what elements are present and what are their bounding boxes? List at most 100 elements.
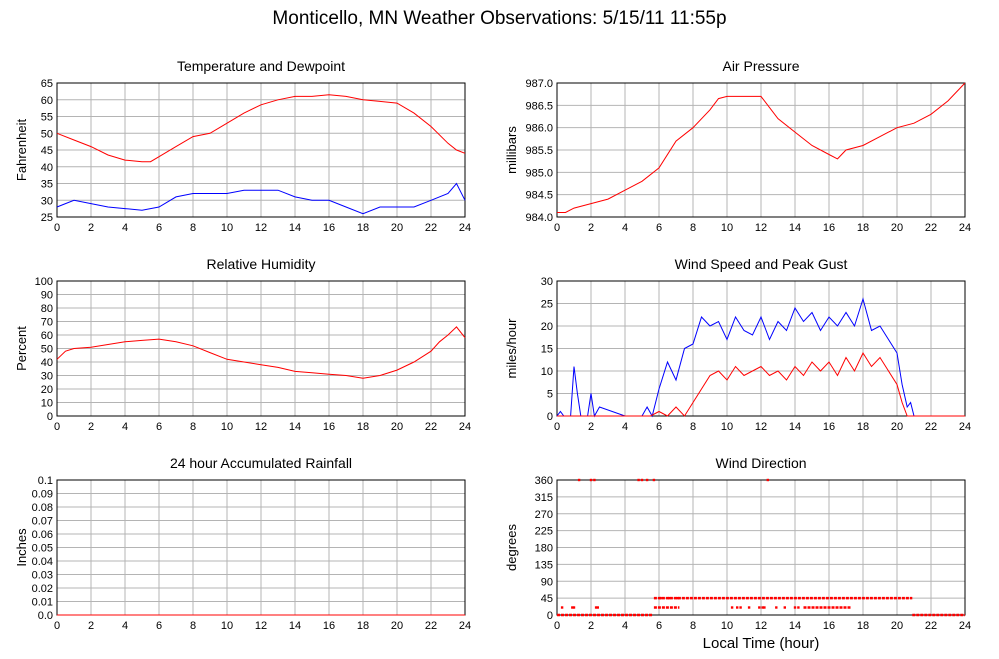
x-tick-label: 4 [622, 620, 628, 632]
y-tick-label: 0 [547, 411, 553, 423]
y-tick-label: 0.02 [32, 583, 53, 595]
chart-temp: 0 2 4 6 8 10 12 14 16 18 20 22 24253035404550556065T… [14, 58, 471, 234]
x-tick-label: 14 [789, 222, 801, 234]
plot-frame [56, 280, 466, 417]
x-axis-label: Local Time (hour) [702, 635, 820, 652]
chart-winddir: 0 2 4 6 8 10 12 14 16 18 20 22 240459013518022527031… [504, 455, 971, 632]
x-tick-label: 14 [289, 222, 301, 234]
series-point [758, 606, 761, 609]
y-tick-label: 986.0 [525, 123, 553, 135]
y-tick-label: 45 [41, 145, 53, 157]
x-tick-label: 20 [391, 222, 403, 234]
x-tick-label: 10 [221, 620, 233, 632]
x-tick-label: 6 [656, 222, 662, 234]
x-tick-label: 18 [357, 222, 369, 234]
y-tick-label: 30 [41, 371, 53, 383]
x-tick-label: 4 [122, 620, 128, 632]
series-line [56, 326, 466, 379]
plot-frame [56, 82, 466, 218]
series-point [560, 606, 564, 609]
x-tick-label: 22 [925, 222, 937, 234]
x-tick-label: 18 [357, 620, 369, 632]
x-tick-label: 2 [588, 620, 594, 632]
series-point [736, 606, 739, 609]
x-tick-label: 20 [391, 421, 403, 433]
y-tick-label: 986.5 [525, 100, 553, 112]
x-tick-label: 0 [554, 421, 560, 433]
x-tick-label: 6 [656, 620, 662, 632]
series-line [557, 82, 966, 213]
x-tick-label: 16 [323, 620, 335, 632]
x-tick-label: 22 [425, 620, 437, 632]
x-tick-label: 10 [721, 222, 733, 234]
x-tick-label: 24 [459, 421, 471, 433]
x-tick-label: 0 [54, 620, 60, 632]
x-tick-label: 4 [622, 421, 628, 433]
y-tick-label: 985.0 [525, 167, 553, 179]
x-tick-label: 16 [823, 222, 835, 234]
x-tick-label: 24 [959, 421, 971, 433]
x-tick-label: 16 [323, 421, 335, 433]
y-tick-label: 60 [41, 95, 53, 107]
x-tick-label: 12 [755, 222, 767, 234]
y-tick-label: 0.03 [32, 570, 53, 582]
series-point [763, 606, 766, 609]
x-tick-label: 6 [156, 222, 162, 234]
x-tick-label: 14 [789, 421, 801, 433]
x-tick-label: 12 [755, 620, 767, 632]
plot-frame [556, 82, 966, 218]
x-tick-label: 8 [690, 421, 696, 433]
y-axis-label: degrees [504, 524, 519, 571]
series-point [797, 606, 800, 609]
series-point [589, 478, 593, 482]
x-tick-label: 4 [622, 222, 628, 234]
series-line [56, 182, 466, 215]
y-tick-label: 985.5 [525, 145, 553, 157]
chart-title: Temperature and Dewpoint [177, 58, 345, 74]
y-axis-label: Fahrenheit [14, 119, 29, 182]
x-tick-label: 0 [554, 620, 560, 632]
y-tick-label: 315 [535, 492, 553, 504]
y-tick-label: 100 [35, 276, 53, 288]
x-tick-label: 10 [721, 620, 733, 632]
x-tick-label: 24 [959, 222, 971, 234]
x-tick-label: 2 [88, 620, 94, 632]
series-point [652, 478, 656, 482]
series-line [557, 351, 965, 417]
x-tick-label: 14 [289, 421, 301, 433]
chart-title: Wind Speed and Peak Gust [675, 256, 848, 272]
series-point [596, 606, 599, 609]
x-tick-label: 14 [289, 620, 301, 632]
x-tick-label: 24 [959, 620, 971, 632]
x-tick-label: 10 [221, 421, 233, 433]
x-tick-label: 4 [122, 421, 128, 433]
x-tick-label: 8 [190, 421, 196, 433]
x-tick-label: 22 [925, 620, 937, 632]
y-tick-label: 80 [41, 303, 53, 315]
chart-pressure: 0 2 4 6 8 10 12 14 16 18 20 22 24984.0984.5985.0985.… [504, 58, 971, 234]
y-tick-label: 0.05 [32, 543, 53, 555]
series-point [766, 478, 769, 482]
y-tick-label: 0.1 [38, 475, 53, 487]
x-tick-label: 12 [255, 620, 267, 632]
y-tick-label: 0.01 [32, 597, 53, 609]
y-tick-label: 5 [547, 389, 553, 401]
y-tick-label: 25 [541, 299, 553, 311]
x-tick-label: 6 [156, 620, 162, 632]
x-tick-label: 22 [425, 222, 437, 234]
y-tick-label: 984.5 [525, 190, 553, 202]
y-tick-label: 0 [47, 411, 53, 423]
x-tick-label: 18 [857, 421, 869, 433]
x-tick-label: 18 [857, 222, 869, 234]
x-tick-label: 8 [190, 620, 196, 632]
x-tick-label: 20 [891, 222, 903, 234]
y-tick-label: 135 [535, 559, 553, 571]
x-tick-label: 0 [554, 222, 560, 234]
x-tick-label: 18 [357, 421, 369, 433]
chart-title: Air Pressure [722, 58, 799, 74]
plot-frame [556, 479, 966, 616]
y-axis-label: millibars [504, 126, 519, 174]
x-tick-label: 22 [925, 421, 937, 433]
y-axis-label: miles/hour [504, 318, 519, 379]
